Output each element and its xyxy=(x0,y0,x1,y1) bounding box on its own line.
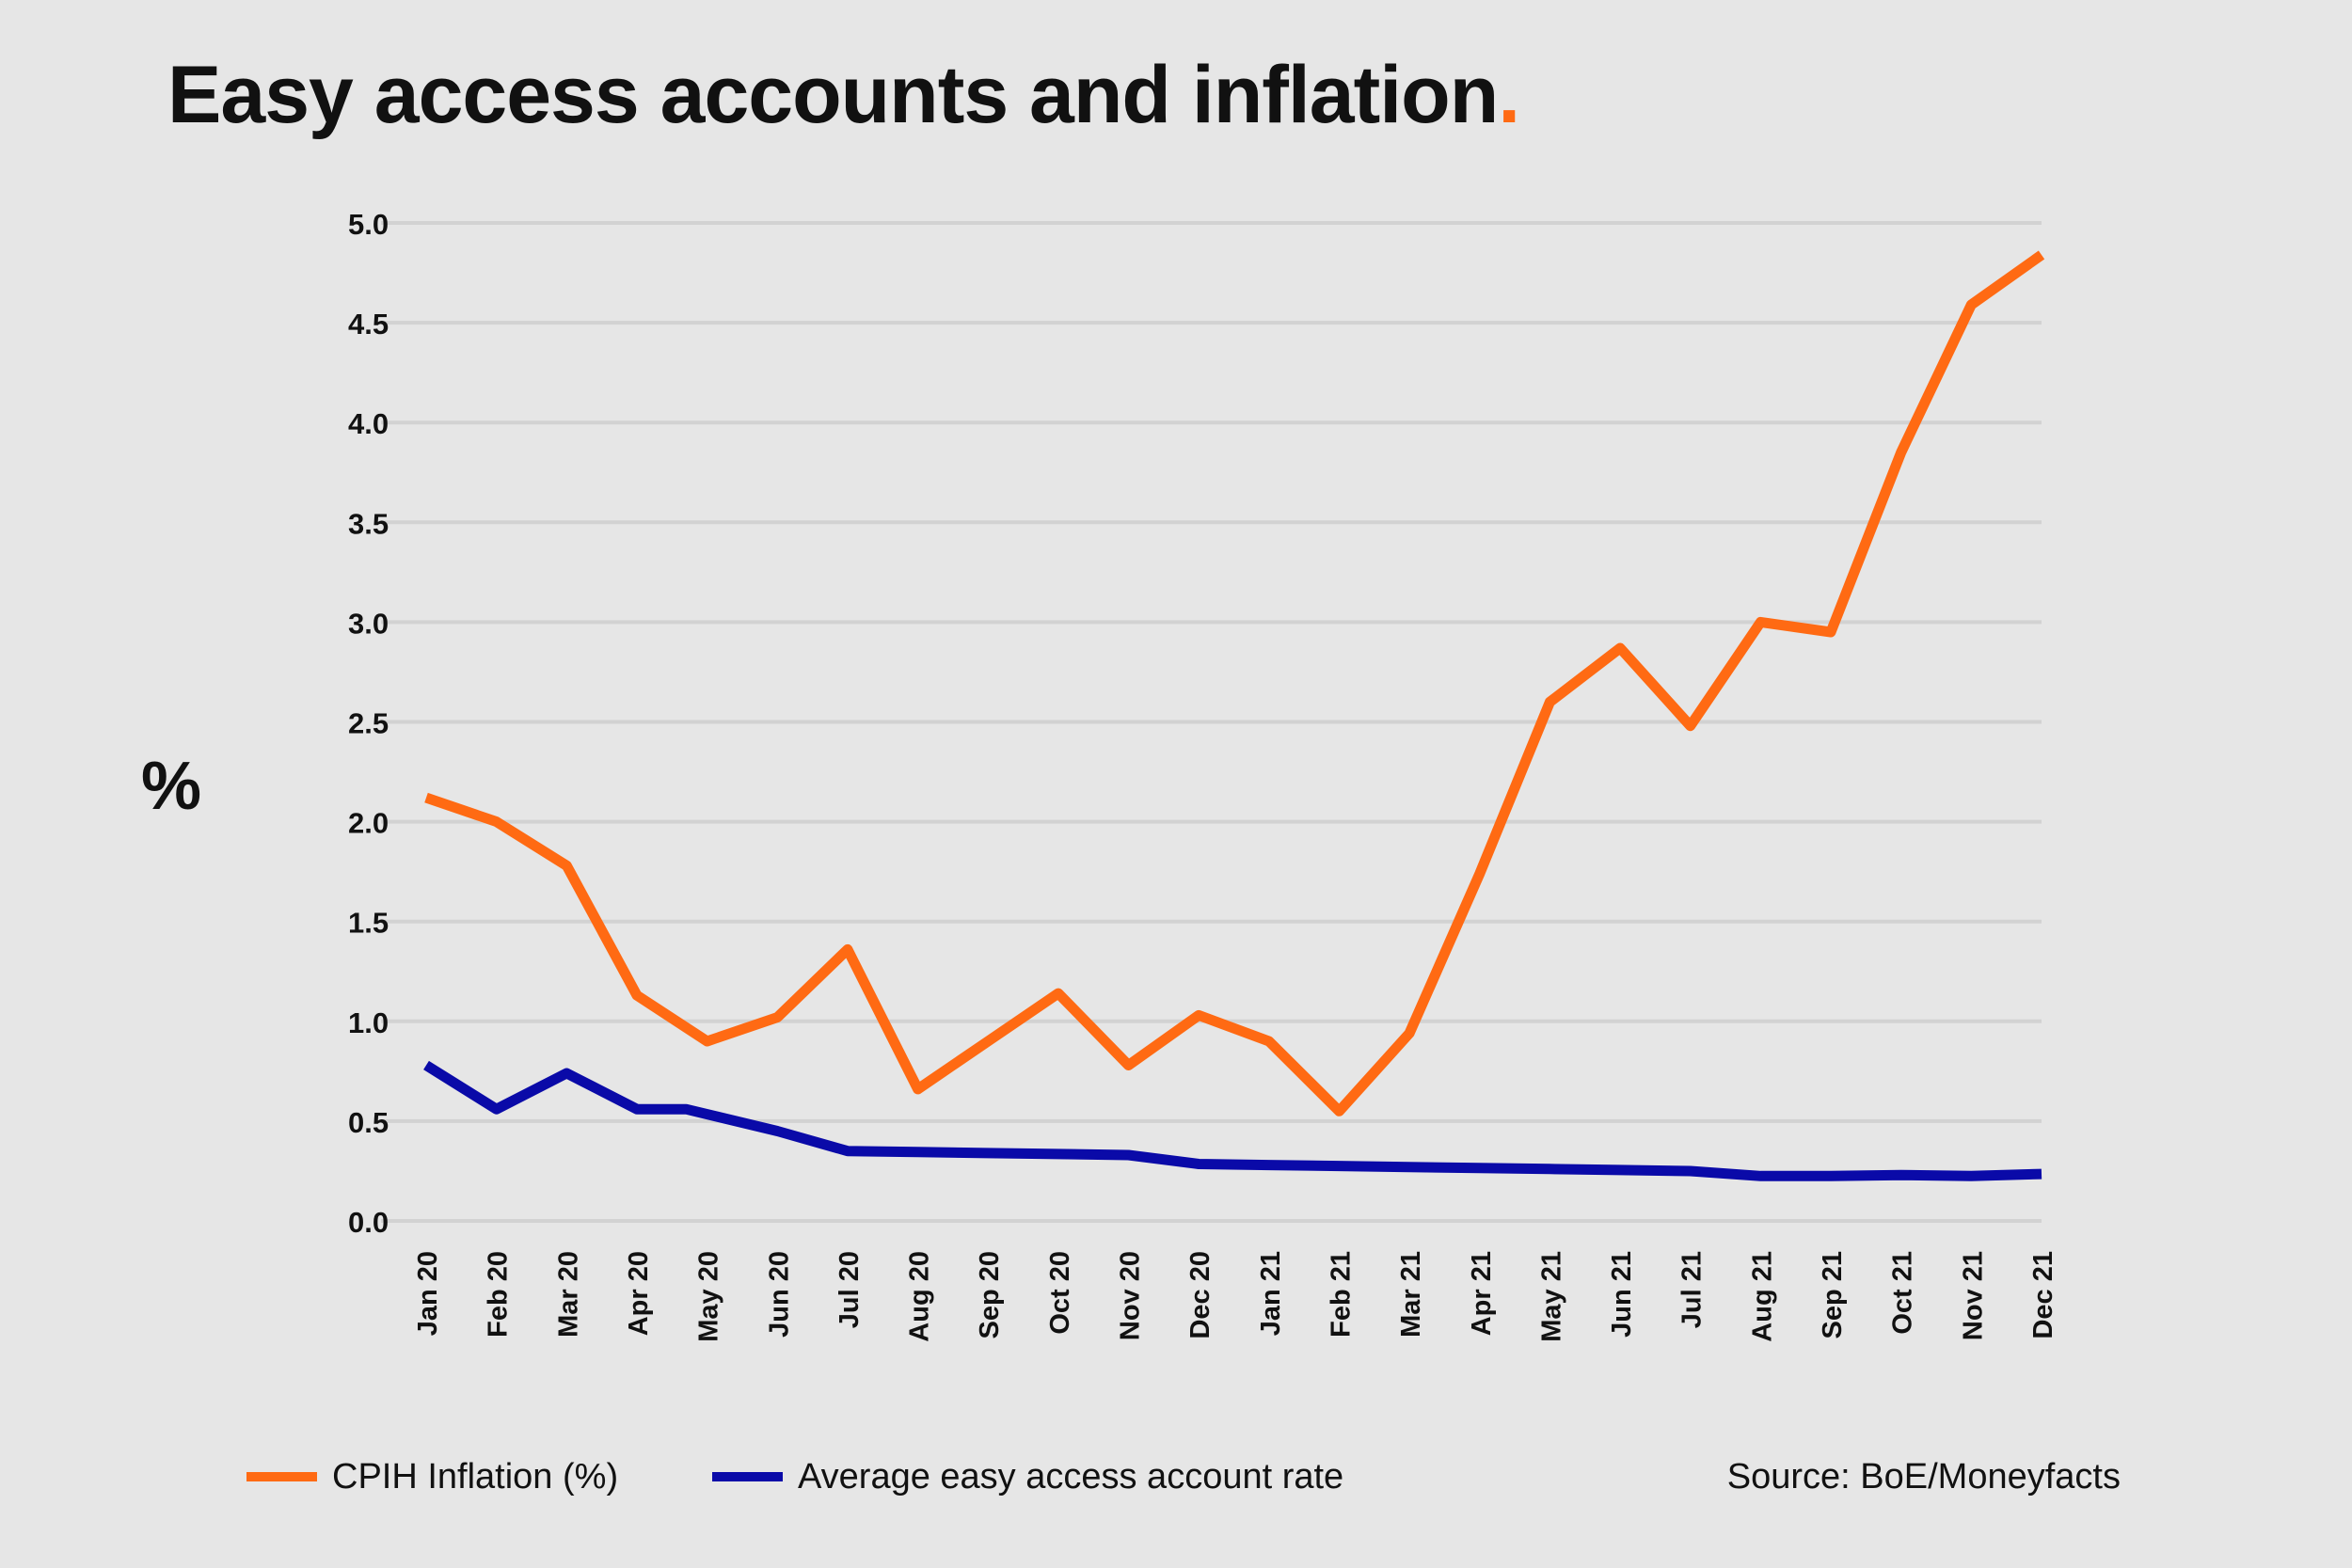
y-tick-label: 3.0 xyxy=(348,607,389,640)
legend-item-rate: Average easy access account rate xyxy=(712,1453,1343,1500)
x-tick-label: Sep 21 xyxy=(1818,1251,1848,1339)
x-tick-label: Oct 21 xyxy=(1888,1251,1918,1335)
x-tick-label: Jul 21 xyxy=(1677,1251,1708,1328)
series-line-rate xyxy=(423,1060,2042,1181)
x-tick-label: Nov 20 xyxy=(1116,1251,1146,1340)
chart-title: Easy access accounts and inflation. xyxy=(167,49,1520,142)
x-tick-label: Jun 21 xyxy=(1607,1251,1637,1338)
x-tick-label: Aug 21 xyxy=(1747,1251,1777,1342)
source-note: Source: BoE/Moneyfacts xyxy=(1726,1457,2121,1497)
y-tick-label: 1.5 xyxy=(348,907,389,940)
x-tick-label: Apr 20 xyxy=(624,1251,654,1336)
x-tick-label: Sep 20 xyxy=(975,1251,1005,1339)
y-tick-label: 2.0 xyxy=(348,807,389,840)
title-text: Easy access accounts and inflation xyxy=(167,50,1499,140)
y-tick-label: 0.0 xyxy=(348,1206,389,1239)
y-tick-label: 3.5 xyxy=(348,507,389,540)
y-tick-label: 2.5 xyxy=(348,707,389,740)
legend-swatch-cpih xyxy=(246,1472,317,1481)
y-tick-label: 4.0 xyxy=(348,407,389,440)
legend-label-cpih: CPIH Inflation (%) xyxy=(332,1456,619,1497)
y-tick-label: 1.0 xyxy=(348,1006,389,1039)
x-tick-label: Jan 20 xyxy=(413,1251,443,1336)
grid-lines xyxy=(381,221,2042,1223)
x-tick-labels: Jan 20 Feb 20 Mar 20 Apr 20 May 20 Jun 20 Jul … xyxy=(413,1251,2058,1342)
x-tick-label: Feb 20 xyxy=(484,1251,514,1338)
x-tick-label: May 21 xyxy=(1536,1251,1566,1342)
legend-label-rate: Average easy access account rate xyxy=(798,1456,1344,1497)
x-tick-label: May 20 xyxy=(694,1251,724,1342)
y-tick-label: 0.5 xyxy=(348,1106,389,1139)
x-tick-label: Nov 21 xyxy=(1958,1251,1988,1340)
title-dot: . xyxy=(1498,50,1520,140)
y-tick-label: 4.5 xyxy=(348,308,389,341)
y-tick-labels: 0.0 0.5 1.0 1.5 2.0 2.5 3.0 3.5 4.0 4.5 5.0 xyxy=(348,208,389,1239)
legend-swatch-rate xyxy=(712,1472,783,1481)
line-chart: 0.0 0.5 1.0 1.5 2.0 2.5 3.0 3.5 4.0 4.5 5.0 Jan 20… xyxy=(348,208,2058,1342)
series-lines xyxy=(423,250,2045,1181)
legend-item-cpih: CPIH Inflation (%) xyxy=(246,1453,618,1500)
y-axis-label: % xyxy=(141,749,202,824)
y-tick-label: 5.0 xyxy=(348,208,389,241)
x-tick-label: Jan 21 xyxy=(1256,1251,1286,1336)
x-tick-label: Dec 21 xyxy=(2028,1251,2058,1339)
x-tick-label: Mar 21 xyxy=(1396,1251,1426,1338)
x-tick-label: Jul 20 xyxy=(834,1251,865,1328)
x-tick-label: Jun 20 xyxy=(764,1251,794,1338)
x-tick-label: Mar 20 xyxy=(553,1251,583,1338)
x-tick-label: Feb 21 xyxy=(1326,1251,1356,1338)
x-tick-label: Dec 20 xyxy=(1185,1251,1216,1339)
x-tick-label: Aug 20 xyxy=(905,1251,935,1342)
x-tick-label: Apr 21 xyxy=(1467,1251,1497,1336)
series-line-cpih xyxy=(424,250,2045,1117)
x-tick-label: Oct 20 xyxy=(1045,1251,1075,1335)
